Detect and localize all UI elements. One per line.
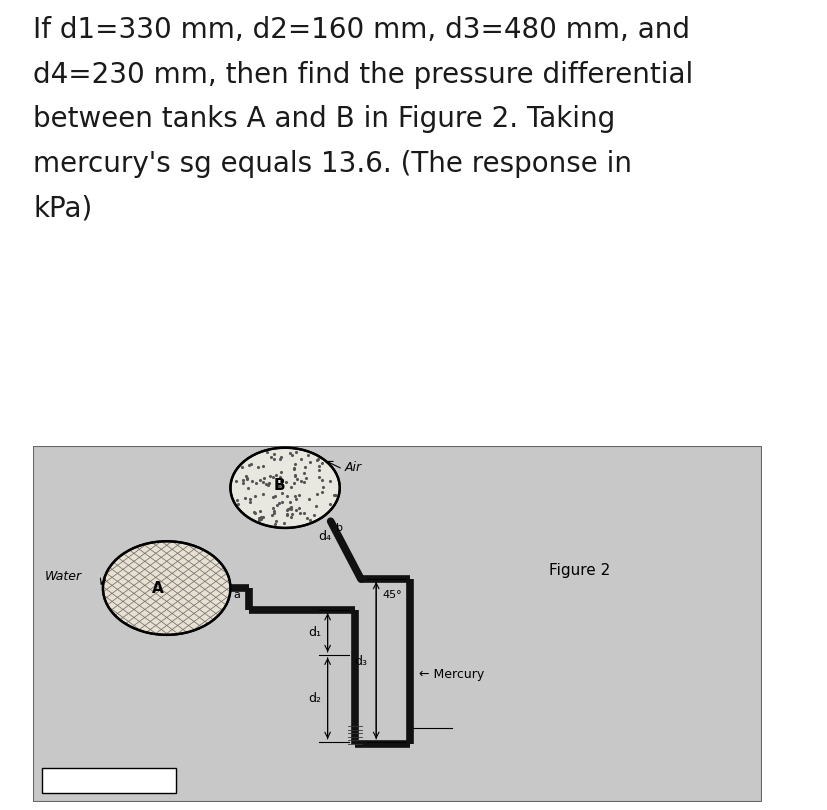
Text: If d1=330 mm, d2=160 mm, d3=480 mm, and
d4=230 mm, then find the pressure differ: If d1=330 mm, d2=160 mm, d3=480 mm, and … <box>33 16 692 222</box>
Text: b: b <box>335 523 342 534</box>
Text: Water: Water <box>45 570 83 583</box>
Text: Figure 2: Figure 2 <box>548 563 609 578</box>
Text: a: a <box>233 590 240 599</box>
Bar <box>42 769 175 793</box>
Text: d₃: d₃ <box>354 655 367 668</box>
Text: d₄: d₄ <box>318 531 331 544</box>
Circle shape <box>103 541 230 635</box>
Text: d₁: d₁ <box>308 626 320 639</box>
Text: B: B <box>273 478 284 493</box>
Text: Air: Air <box>344 461 361 475</box>
Text: ← Mercury: ← Mercury <box>418 668 483 681</box>
Text: d₂: d₂ <box>308 692 320 705</box>
Text: A: A <box>151 581 163 595</box>
Circle shape <box>230 448 339 528</box>
Text: 45°: 45° <box>382 590 401 600</box>
